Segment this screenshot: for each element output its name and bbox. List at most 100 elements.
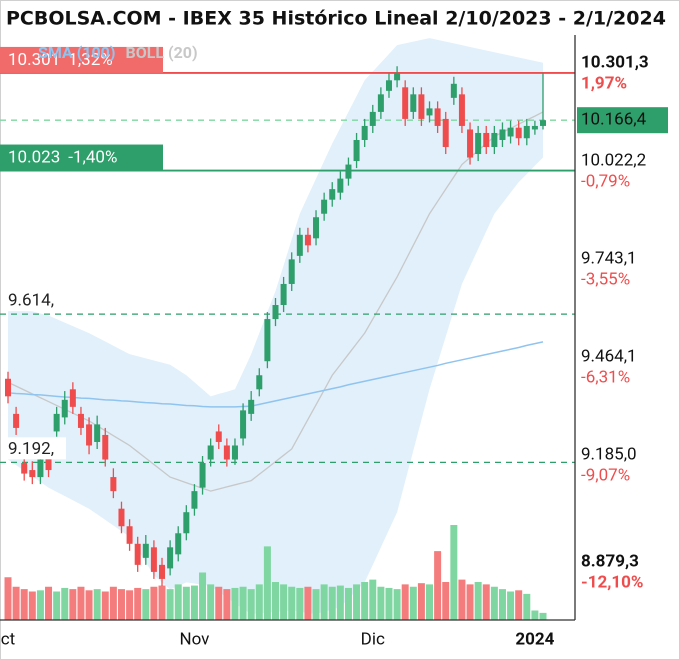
candle-body <box>426 108 433 116</box>
candle-body <box>491 132 498 148</box>
candle-body <box>150 547 157 572</box>
candle-body <box>329 189 336 200</box>
volume-bar <box>507 591 515 620</box>
candle-body <box>345 164 352 179</box>
volume-bar <box>134 587 142 620</box>
volume-bar <box>531 610 539 620</box>
candle-body <box>377 94 384 112</box>
chart-title: PCBOLSA.COM - IBEX 35 Histórico Lineal 2… <box>6 8 666 30</box>
volume-bar <box>142 589 150 620</box>
candle-body <box>483 132 490 148</box>
candle-body <box>183 512 190 534</box>
candle-body <box>321 199 328 214</box>
volume-bar <box>466 584 474 620</box>
level-box <box>0 144 163 171</box>
level-change: -1,40% <box>68 148 117 168</box>
level-value: 10.301 <box>8 50 60 70</box>
candle-body <box>21 463 28 474</box>
level-label: 10.301 1,32% <box>8 50 113 70</box>
volume-bar <box>409 586 417 620</box>
candle-body <box>410 94 417 112</box>
volume-bar <box>482 584 490 620</box>
volume-bar <box>523 593 531 620</box>
candle-body <box>118 508 125 527</box>
volume-bar <box>434 551 442 620</box>
volume-bar <box>369 579 377 620</box>
y-tick-label: 8.879,3 <box>581 552 639 572</box>
candle-body <box>458 94 465 126</box>
volume-bar <box>344 587 352 620</box>
volume-bar <box>450 525 458 620</box>
candle-body <box>199 463 206 488</box>
volume-bar <box>385 587 393 620</box>
candle-body <box>450 83 457 98</box>
candle-body <box>13 413 20 428</box>
x-tick-label: ct <box>1 629 15 649</box>
candle-body <box>515 127 522 139</box>
volume-bar <box>288 586 296 620</box>
candle-body <box>475 132 482 155</box>
candle-body <box>531 125 538 130</box>
y-tick-change: -9,07% <box>581 465 630 485</box>
volume-bar <box>320 584 328 620</box>
volume-bar <box>304 586 312 620</box>
volume-bar <box>85 590 93 620</box>
y-tick-label: 10.022,2 <box>581 150 646 170</box>
volume-bar <box>126 590 134 620</box>
y-tick-change: -0,79% <box>581 171 630 191</box>
plot-area: 10.301 1,32% 10.023 -1,40% 9.614, 9.192, SMA (… <box>0 35 668 649</box>
candle-body <box>264 319 271 362</box>
y-tick-change: -6,31% <box>581 367 630 387</box>
candle-body <box>385 80 392 91</box>
candle-body <box>272 305 279 320</box>
volume-bar <box>166 589 174 620</box>
volume-bar <box>312 589 320 620</box>
volume-bar <box>393 589 401 620</box>
volume-bar <box>190 585 198 620</box>
candle-body <box>102 434 109 460</box>
candle-body <box>215 431 222 442</box>
volume-bar <box>417 583 425 620</box>
level-box <box>0 46 163 73</box>
candle-body <box>167 547 174 569</box>
volume-bar <box>263 546 271 620</box>
x-tick-label: 2024 <box>515 629 554 649</box>
last-price-box <box>577 107 668 134</box>
candle-body <box>402 87 409 119</box>
legend-entry: BOLL (20) <box>125 43 197 62</box>
level-change: 1,32% <box>68 50 112 70</box>
volume-bar <box>12 586 20 620</box>
y-tick-change: -3,55% <box>581 269 630 289</box>
volume-bar <box>328 586 336 620</box>
level-label-bg <box>4 437 66 460</box>
volume-bar <box>93 589 101 620</box>
volume-bar <box>280 584 288 620</box>
volume-bar <box>255 584 263 620</box>
level-label: 9.192, <box>8 439 54 459</box>
volume-bar <box>77 586 85 620</box>
volume-bar <box>101 591 109 620</box>
y-tick-change: 1,97% <box>581 73 627 93</box>
candle-body <box>296 234 303 256</box>
volume-bar <box>223 589 231 620</box>
volume-bar <box>458 579 466 620</box>
volume-bar <box>199 572 207 620</box>
candle-body <box>369 111 376 126</box>
candle-body <box>110 477 117 492</box>
candle-body <box>207 445 214 460</box>
level-label: 10.023 -1,40% <box>8 148 117 168</box>
candle-body <box>361 125 368 140</box>
volume-bar <box>20 589 28 620</box>
candle-body <box>5 378 11 397</box>
volume-bar <box>539 612 547 620</box>
candle-body <box>418 94 425 119</box>
candle-body <box>231 445 238 460</box>
candle-body <box>394 73 401 81</box>
candle-body <box>53 413 60 432</box>
candle-body <box>94 424 101 442</box>
candle-body <box>45 456 52 471</box>
candle-body <box>86 424 93 446</box>
candle-body <box>126 526 133 544</box>
volume-bar <box>426 584 434 620</box>
